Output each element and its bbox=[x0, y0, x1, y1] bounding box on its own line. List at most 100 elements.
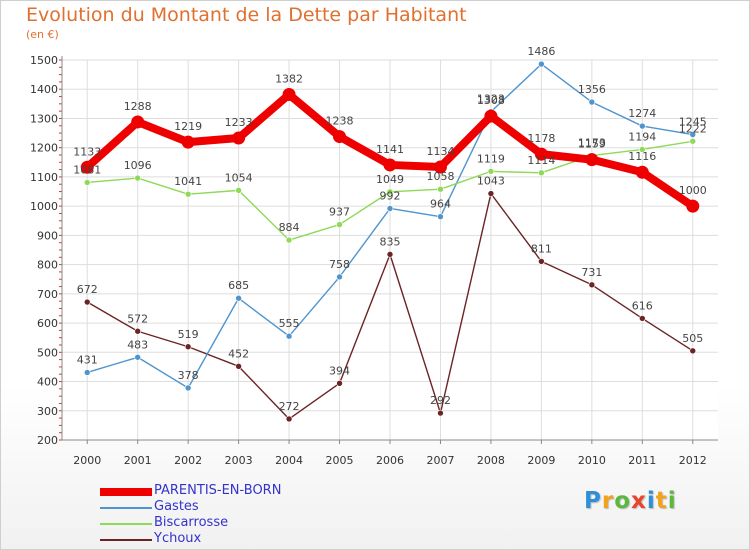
data-label-Gastes-2005: 758 bbox=[329, 258, 350, 271]
x-tick-label-2010: 2010 bbox=[578, 454, 606, 467]
point-Ychoux-2009 bbox=[538, 258, 545, 265]
data-label-Biscarrosse-2010: 1173 bbox=[578, 137, 606, 150]
point-Biscarrosse-2009 bbox=[538, 169, 545, 177]
point-PARENTIS-EN-BORN-2003 bbox=[232, 131, 246, 145]
y-tick-label-600: 600 bbox=[37, 317, 58, 330]
point-Ychoux-2012 bbox=[689, 347, 697, 355]
point-PARENTIS-EN-BORN-2008 bbox=[484, 109, 498, 123]
point-PARENTIS-EN-BORN-2002 bbox=[181, 135, 195, 149]
x-tick-label-2005: 2005 bbox=[326, 454, 354, 467]
legend-label: Gastes bbox=[154, 499, 199, 514]
point-Biscarrosse-2011 bbox=[639, 146, 646, 153]
point-Ychoux-2010 bbox=[588, 281, 596, 289]
y-tick-label-900: 900 bbox=[37, 229, 58, 242]
data-label-PARENTIS-EN-BORN-2007: 1134 bbox=[426, 145, 454, 158]
data-label-Ychoux-2012: 505 bbox=[682, 332, 703, 345]
grid-lines bbox=[62, 59, 718, 441]
data-label-Biscarrosse-2012: 1222 bbox=[679, 122, 707, 135]
data-label-PARENTIS-EN-BORN-2000: 1133 bbox=[73, 145, 101, 158]
logo-letter: i bbox=[667, 488, 677, 514]
logo-letter: x bbox=[631, 488, 647, 514]
point-PARENTIS-EN-BORN-2005 bbox=[333, 130, 347, 144]
y-tick-label-1300: 1300 bbox=[30, 112, 58, 125]
point-PARENTIS-EN-BORN-2009 bbox=[534, 147, 548, 161]
point-Gastes-2006 bbox=[386, 205, 394, 212]
y-tick-label-1400: 1400 bbox=[30, 83, 58, 96]
legend-label: PARENTIS-EN-BORN bbox=[154, 483, 282, 498]
point-Biscarrosse-2005 bbox=[336, 221, 343, 228]
data-label-Gastes-2001: 483 bbox=[127, 338, 148, 351]
y-tick-labels: 200 300 400 500 600 700 800 900 1000 1100 1200 1300… bbox=[30, 54, 58, 447]
data-label-Biscarrosse-2004: 884 bbox=[279, 221, 300, 234]
data-label-Ychoux-2000: 672 bbox=[77, 283, 98, 296]
point-Ychoux-2004 bbox=[285, 415, 293, 423]
data-label-Ychoux-2005: 394 bbox=[329, 364, 350, 377]
point-Gastes-2007 bbox=[437, 213, 444, 220]
data-label-Ychoux-2007: 292 bbox=[430, 394, 451, 407]
point-Biscarrosse-2008 bbox=[487, 168, 495, 175]
data-label-PARENTIS-EN-BORN-2003: 1233 bbox=[225, 116, 253, 129]
x-tick-label-2011: 2011 bbox=[628, 454, 656, 467]
point-Ychoux-2001 bbox=[134, 327, 141, 335]
y-tick-label-1000: 1000 bbox=[30, 200, 58, 213]
data-label-Ychoux-2001: 572 bbox=[127, 312, 148, 325]
point-Ychoux-2000 bbox=[83, 298, 91, 306]
data-label-PARENTIS-EN-BORN-2009: 1178 bbox=[527, 132, 555, 145]
point-Gastes-2002 bbox=[184, 384, 192, 392]
point-PARENTIS-EN-BORN-2006 bbox=[383, 158, 397, 172]
point-Gastes-2004 bbox=[285, 332, 293, 340]
chart-unit: (en €) bbox=[26, 28, 59, 41]
point-Biscarrosse-2012 bbox=[689, 137, 697, 145]
data-label-PARENTIS-EN-BORN-2002: 1219 bbox=[174, 120, 202, 133]
logo-letter: t bbox=[655, 488, 668, 514]
x-tick-label-2004: 2004 bbox=[275, 454, 303, 467]
point-Gastes-2012 bbox=[689, 131, 697, 138]
y-tick-label-1100: 1100 bbox=[30, 171, 58, 184]
point-Ychoux-2006 bbox=[386, 251, 394, 258]
data-label-Ychoux-2011: 616 bbox=[632, 299, 653, 312]
y-tick-label-800: 800 bbox=[37, 259, 58, 272]
point-Gastes-2003 bbox=[235, 294, 242, 302]
data-label-Biscarrosse-2007: 1058 bbox=[426, 170, 454, 183]
data-label-Ychoux-2002: 519 bbox=[178, 328, 199, 341]
data-label-PARENTIS-EN-BORN-2001: 1288 bbox=[124, 100, 152, 113]
point-Biscarrosse-2000 bbox=[83, 179, 91, 186]
point-PARENTIS-EN-BORN-2000 bbox=[80, 160, 94, 174]
legend-swatch bbox=[100, 488, 152, 496]
legend-label: Ychoux bbox=[154, 531, 202, 546]
y-tick-label-400: 400 bbox=[37, 376, 58, 389]
point-PARENTIS-EN-BORN-2012 bbox=[686, 199, 700, 213]
x-tick-label-2003: 2003 bbox=[225, 454, 253, 467]
data-label-Gastes-2012: 1245 bbox=[679, 116, 707, 129]
legend-swatch bbox=[100, 507, 152, 509]
data-label-PARENTIS-EN-BORN-2004: 1382 bbox=[275, 72, 303, 85]
data-label-Gastes-2004: 555 bbox=[279, 317, 300, 330]
data-label-PARENTIS-EN-BORN-2011: 1116 bbox=[628, 150, 656, 163]
point-Gastes-2000 bbox=[83, 369, 91, 376]
point-Biscarrosse-2004 bbox=[285, 236, 293, 244]
point-Biscarrosse-2003 bbox=[235, 187, 242, 194]
data-label-Ychoux-2010: 731 bbox=[581, 266, 602, 279]
data-label-PARENTIS-EN-BORN-2008: 1308 bbox=[477, 94, 505, 107]
data-label-Biscarrosse-2002: 1041 bbox=[174, 175, 202, 188]
data-label-Biscarrosse-2006: 1049 bbox=[376, 173, 404, 186]
axes bbox=[59, 56, 718, 444]
data-label-Gastes-2010: 1356 bbox=[578, 83, 606, 96]
point-Ychoux-2007 bbox=[437, 409, 444, 417]
data-label-Biscarrosse-2001: 1096 bbox=[124, 159, 152, 172]
data-label-Biscarrosse-2009: 1114 bbox=[527, 154, 555, 167]
logo-letter: r bbox=[601, 488, 615, 514]
data-label-Biscarrosse-2000: 1081 bbox=[73, 163, 101, 176]
y-tick-label-1200: 1200 bbox=[30, 142, 58, 155]
data-label-Ychoux-2003: 452 bbox=[228, 347, 249, 360]
point-Gastes-2005 bbox=[336, 273, 343, 281]
point-Ychoux-2005 bbox=[336, 379, 343, 387]
point-Gastes-2011 bbox=[639, 122, 646, 130]
data-label-Gastes-2009: 1486 bbox=[527, 45, 555, 58]
data-label-PARENTIS-EN-BORN-2010: 1159 bbox=[578, 138, 606, 151]
point-PARENTIS-EN-BORN-2007 bbox=[433, 160, 447, 174]
data-label-Gastes-2007: 964 bbox=[430, 198, 451, 211]
y-tick-label-200: 200 bbox=[37, 434, 58, 447]
data-label-PARENTIS-EN-BORN-2006: 1141 bbox=[376, 143, 404, 156]
